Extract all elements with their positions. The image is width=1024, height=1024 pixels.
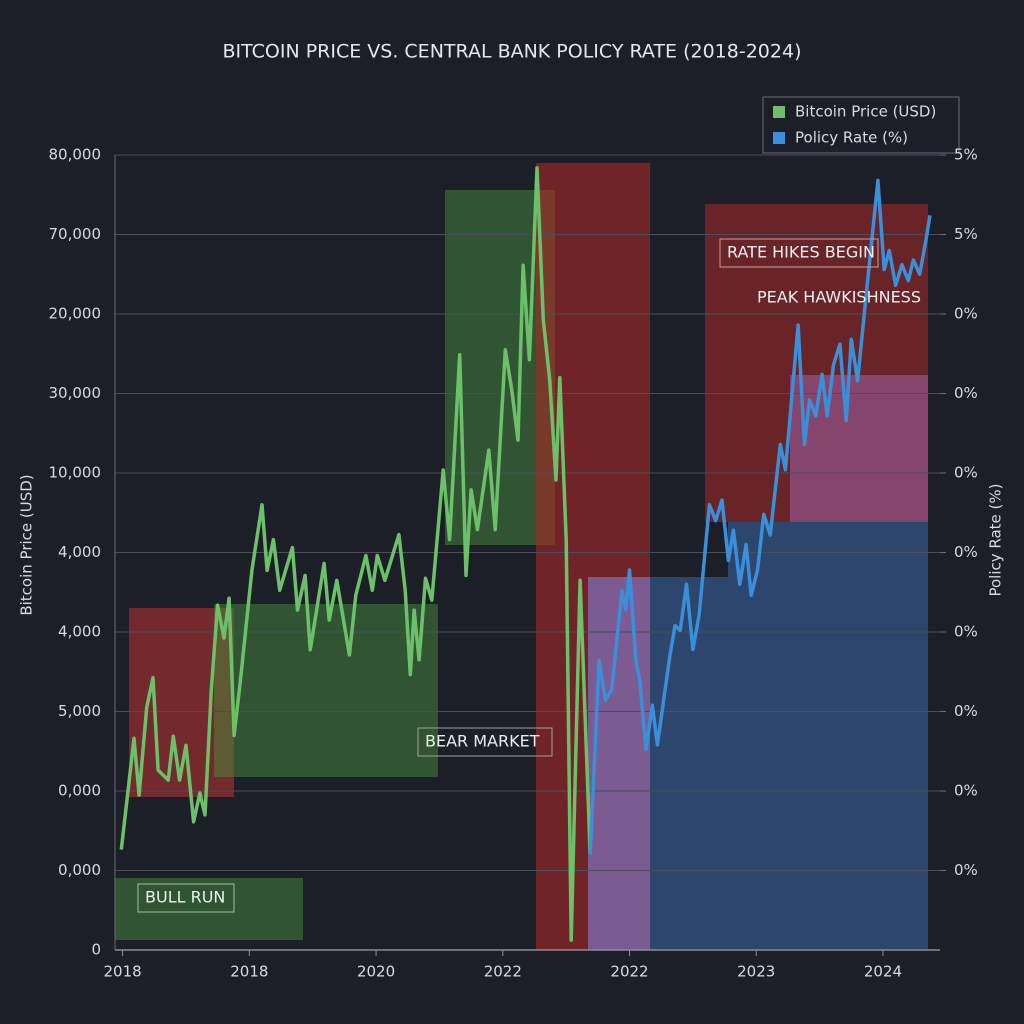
y-tick-label: 5,000 [58, 702, 101, 720]
x-tick-label: 2024 [864, 963, 902, 981]
series-line [119, 166, 592, 942]
annotation: PEAK HAWKISHNESS [757, 288, 921, 307]
y2-tick-label: 0% [954, 702, 978, 720]
y2-tick-label: 5% [954, 146, 978, 164]
annotation-box [719, 238, 879, 268]
y2-tick-label: 0% [954, 782, 978, 800]
chart-title: BITCOIN PRICE VS. CENTRAL BANK POLICY RA… [223, 41, 802, 63]
x-tick-label: 2020 [357, 963, 395, 981]
annotation: BULL RUN [145, 888, 225, 907]
y2-axis-label: Policy Rate (%) [987, 483, 1005, 596]
x-tick-label: 2022 [610, 963, 648, 981]
band [588, 577, 650, 950]
annotation: RATE HIKES BEGIN [727, 243, 875, 262]
x-tick-label: 2022 [484, 963, 522, 981]
y-tick-label: 4,000 [58, 543, 101, 561]
annotation-box [417, 727, 553, 757]
legend-label: Bitcoin Price (USD) [795, 103, 936, 121]
y-tick-label: 80,000 [49, 146, 102, 164]
y-tick-label: 0,000 [58, 782, 101, 800]
y-tick-label: 70,000 [49, 225, 102, 243]
lines [119, 166, 932, 942]
x-tick-label: 2023 [737, 963, 775, 981]
x-tick-label: 2018 [104, 963, 142, 981]
legend-label: Policy Rate (%) [795, 129, 908, 147]
legend-box [762, 96, 960, 154]
legend: Bitcoin Price (USD) Policy Rate (%) [762, 96, 960, 154]
series-line [588, 178, 932, 855]
y-tick-label: 30,000 [49, 384, 102, 402]
y2-tick-label: 5% [954, 225, 978, 243]
y-tick-label: 20,000 [49, 305, 102, 323]
y-tick-label: 0 [91, 941, 101, 959]
band [790, 375, 928, 522]
x-tick-label: 2018 [230, 963, 268, 981]
annotation: BEAR MARKET [425, 732, 540, 751]
legend-swatch [773, 106, 785, 118]
y-tick-label: 4,000 [58, 623, 101, 641]
y2-tick-label: 0% [954, 384, 978, 402]
y-axis-label: Bitcoin Price (USD) [18, 474, 36, 615]
y2-tick-label: 0% [954, 464, 978, 482]
legend-swatch [773, 132, 785, 144]
annotation-box [137, 883, 235, 913]
y2-tick-label: 0% [954, 861, 978, 879]
y-tick-label: 0,000 [58, 861, 101, 879]
y2-tick-label: 0% [954, 623, 978, 641]
band [588, 577, 728, 950]
band [728, 522, 928, 950]
y-tick-label: 10,000 [49, 464, 102, 482]
band [115, 878, 303, 940]
y2-tick-label: 0% [954, 543, 978, 561]
band [214, 604, 438, 777]
grid [114, 154, 946, 956]
y2-tick-label: 0% [954, 305, 978, 323]
